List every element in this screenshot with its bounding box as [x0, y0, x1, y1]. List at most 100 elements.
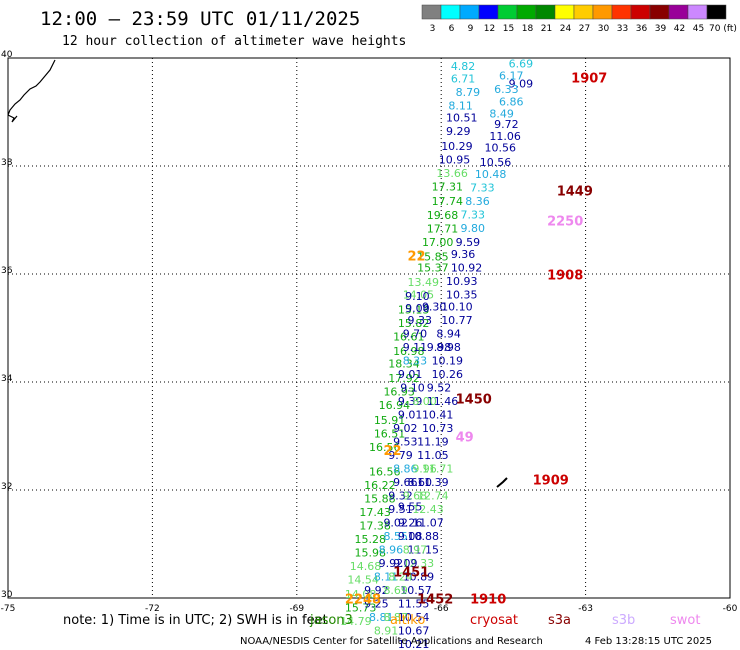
wave-height-value: 8.81	[369, 611, 394, 624]
wave-height-value: 16.98	[393, 345, 425, 358]
colorbar-swatch	[649, 4, 670, 20]
wave-height-value: 8.11	[374, 571, 399, 584]
wave-height-value: 10.41	[422, 409, 454, 422]
colorbar-swatch	[478, 4, 499, 20]
satellite-legend-item: swot	[670, 613, 700, 628]
wave-height-value: 8.98	[436, 341, 461, 354]
colorbar-swatch	[421, 4, 442, 20]
colorbar-label: 24	[560, 24, 572, 34]
lon-tick-label: -66	[434, 604, 449, 614]
wave-height-value: 8.79	[456, 86, 481, 99]
colorbar-label: 30	[598, 24, 610, 34]
wave-height-value: 10.21	[398, 638, 430, 650]
credit-text: NOAA/NESDIS Center for Satellite Applica…	[240, 636, 543, 647]
wave-height-value: 8.36	[465, 195, 490, 208]
latitude-tick-labels: 40 38 36 34 32 30	[1, 50, 13, 600]
wave-height-value: 14.54	[347, 573, 379, 586]
lat-tick-label: 30	[1, 590, 13, 600]
wave-height-value: 14.08	[345, 588, 377, 601]
wave-height-value: 9.26	[398, 517, 423, 530]
wave-height-value: 17.74	[432, 195, 464, 208]
wave-height-value: 9.79	[388, 449, 413, 462]
wave-height-value: 6.69	[509, 58, 534, 71]
colorbar-label: 18	[522, 24, 534, 34]
wave-height-value: 6.71	[451, 72, 476, 85]
wave-height-value: 12.33	[403, 557, 435, 570]
wave-height-value: 10.73	[422, 422, 454, 435]
pass-id-label: 2248	[345, 592, 381, 607]
wave-height-value: 17.31	[432, 180, 464, 193]
wave-height-value: 10.67	[398, 625, 430, 638]
lon-tick-label: -75	[1, 604, 16, 614]
wave-height-value: 11.05	[417, 449, 449, 462]
wave-height-value: 9.68	[403, 490, 428, 503]
colorbar-swatch	[535, 4, 556, 20]
wave-height-value: 15.28	[355, 533, 387, 546]
wave-height-value: 11.46	[427, 395, 459, 408]
colorbar-label: 9	[468, 24, 474, 34]
wave-height-value: 8.69	[383, 584, 408, 597]
colorbar-swatch	[440, 4, 461, 20]
wave-height-value: 8.96	[379, 544, 404, 557]
wave-height-value: 10.89	[403, 571, 435, 584]
wave-height-value: 9.25	[364, 598, 389, 611]
wave-height-value: 15.73	[345, 602, 377, 615]
wave-height-value: 11.15	[408, 544, 440, 557]
wave-height-value: 9.08	[398, 530, 423, 543]
wave-height-value: 10.10	[441, 301, 473, 314]
wave-height-value: 17.92	[388, 372, 420, 385]
wave-height-value: 11.07	[412, 517, 444, 530]
wave-height-value: 9.70	[403, 328, 428, 341]
wave-height-value: 8.87	[383, 611, 408, 624]
wave-height-value: 10.57	[400, 584, 432, 597]
wave-height-value: 8.86	[393, 463, 418, 476]
pass-id-label: 2250	[547, 214, 583, 229]
wave-height-value: 9.32	[388, 490, 413, 503]
colorbar-swatch	[630, 4, 651, 20]
wave-height-value: 16.94	[379, 399, 411, 412]
wave-height-value: 13.66	[436, 167, 468, 180]
wave-height-value: 9.33	[408, 314, 433, 327]
wave-height-value: 10.29	[441, 140, 473, 153]
lat-tick-label: 40	[1, 50, 13, 60]
wave-height-value: 10.56	[485, 141, 517, 154]
plot-frame	[7, 57, 731, 599]
wave-height-value: 10.56	[480, 156, 512, 169]
wave-height-values: 4.826.718.798.1110.519.2910.2910.9513.66…	[340, 58, 533, 650]
wave-height-value: 11.06	[489, 130, 521, 143]
pass-id-label: 1910	[470, 592, 506, 607]
lat-tick-label: 34	[1, 374, 13, 384]
pass-id-label: 49	[456, 430, 474, 445]
lat-tick-label: 38	[1, 158, 13, 168]
wave-height-value: 9.10	[400, 382, 425, 395]
wave-height-value: 9.72	[494, 118, 519, 131]
colorbar-label: 6	[449, 24, 455, 34]
wave-height-value: 10.54	[398, 611, 430, 624]
pass-id-label: 1449	[557, 185, 593, 200]
wave-height-value: 9.55	[398, 501, 423, 514]
satellite-legend-item: jason3	[309, 613, 353, 628]
colorbar-label: 36	[636, 24, 648, 34]
wave-height-value: 19.68	[427, 209, 459, 222]
wave-height-value: 10.26	[432, 368, 464, 381]
wave-height-value: 11.71	[422, 463, 454, 476]
wave-height-value: 7.33	[460, 208, 485, 221]
timestamp-text: 4 Feb 13:28:15 UTC 2025	[585, 636, 712, 647]
colorbar-label: 3	[430, 24, 436, 34]
wave-height-value: 12.74	[417, 490, 449, 503]
satellite-legend-item: s3b	[612, 613, 635, 628]
wave-height-value: 15.82	[398, 317, 430, 330]
wave-height-value: 8.55	[383, 530, 408, 543]
pass-id-label: 1452	[417, 592, 453, 607]
wave-height-value: 15.91	[374, 414, 406, 427]
pass-id-label: 1907	[571, 71, 607, 86]
lon-tick-label: -63	[578, 604, 593, 614]
wave-height-value: 9.39	[398, 395, 423, 408]
wave-height-value: 10.93	[446, 275, 478, 288]
wave-height-value: 9.36	[451, 248, 476, 261]
wave-height-value: 9.51	[388, 503, 413, 516]
longitude-tick-labels: -75 -72 -69 -66 -63 -60	[1, 604, 738, 614]
pass-id-label: 1909	[533, 474, 569, 489]
wave-height-value: 10.95	[439, 153, 471, 166]
